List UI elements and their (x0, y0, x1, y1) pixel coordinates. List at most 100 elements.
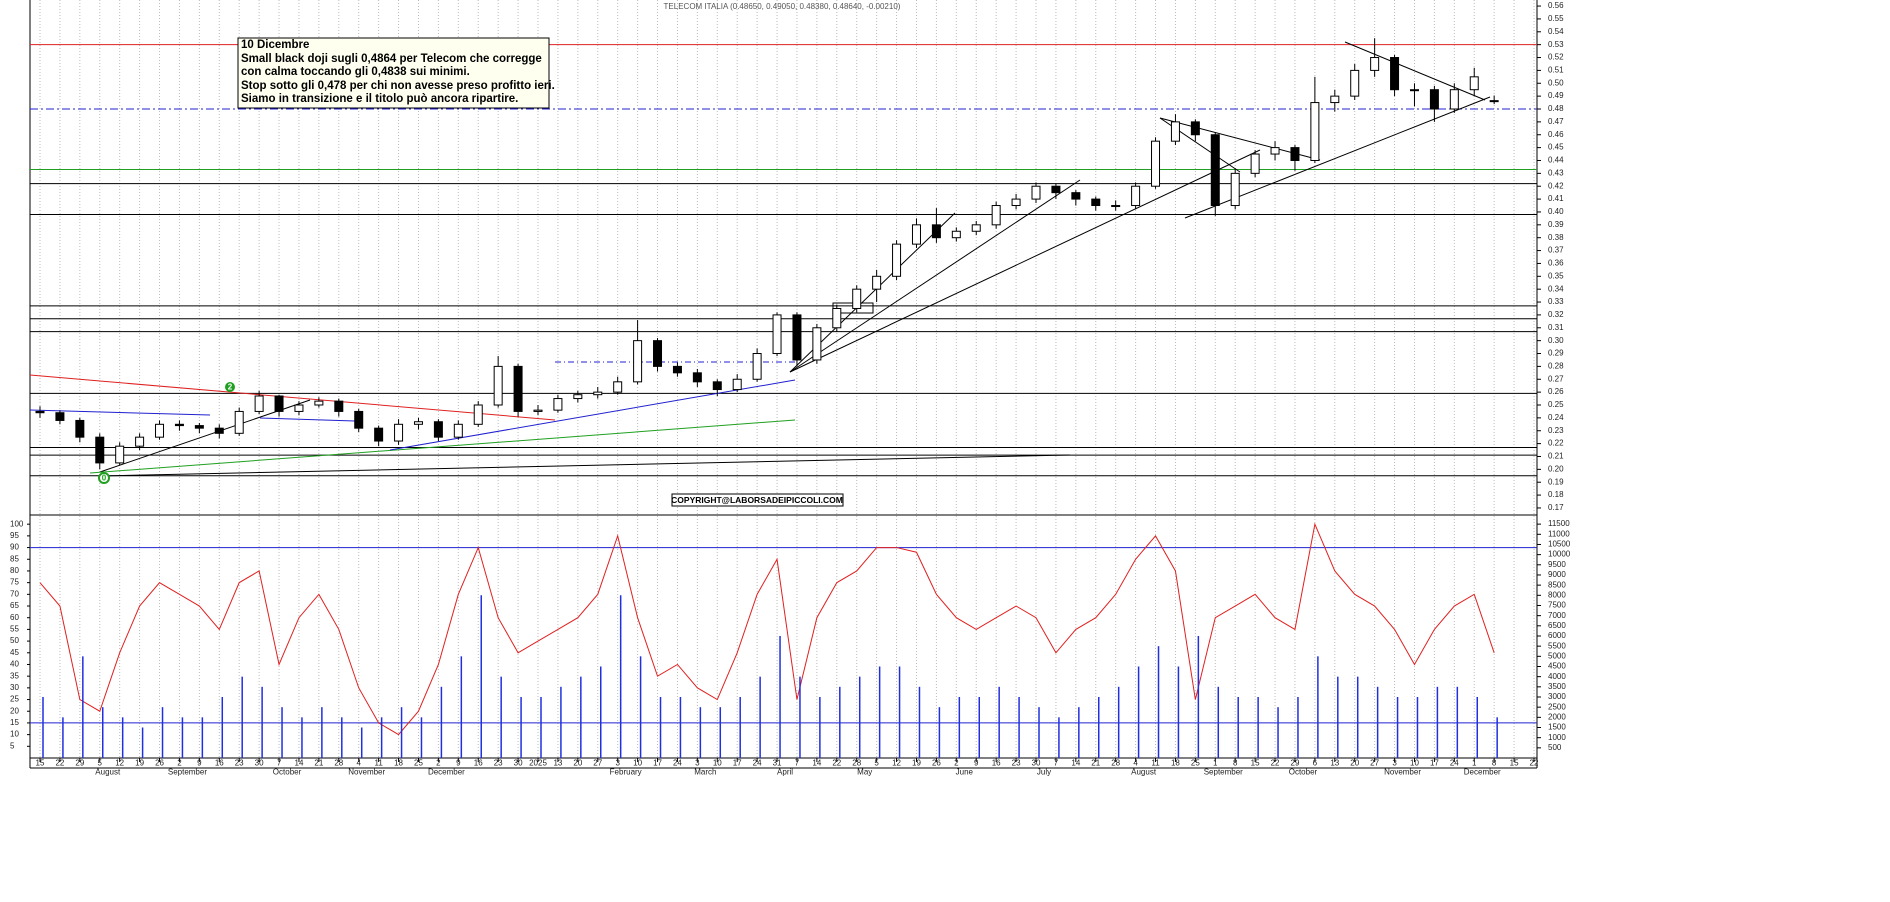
trendline (789, 149, 1261, 373)
candle-body (115, 445, 125, 464)
month-label: September (168, 768, 207, 777)
y-tick-label: 0.40 (1548, 207, 1564, 216)
y-tick-label: 0.39 (1548, 220, 1564, 229)
y-tick-label: 25 (10, 695, 19, 704)
y2-tick-label: 10500 (1548, 540, 1571, 549)
y2-tick-label: 9000 (1548, 570, 1566, 579)
y-tick-label: 0.43 (1548, 168, 1564, 177)
copyright: COPYRIGHT@LABORSADEIPICCOLI.COM (671, 495, 843, 505)
x-tick-label: 29 (1291, 759, 1300, 768)
x-tick-label: 24 (753, 759, 762, 768)
x-tick-label: 24 (1450, 759, 1459, 768)
x-tick-label: 30 (255, 759, 264, 768)
copyright-box (671, 493, 844, 507)
x-tick-label: 14 (812, 759, 821, 768)
x-tick-label: 9 (456, 759, 461, 768)
y-tick-label: 0.19 (1548, 477, 1564, 486)
x-tick-label: 22 (1271, 759, 1280, 768)
candle-body (493, 365, 503, 406)
candle-body (732, 378, 742, 391)
y-tick-label: 0.31 (1548, 323, 1564, 332)
oscillator-line (39, 522, 1495, 736)
y2-tick-label: 6000 (1548, 631, 1566, 640)
x-tick-label: 21 (1091, 759, 1100, 768)
candle-body (633, 340, 643, 383)
candle-body (1469, 76, 1479, 91)
y2-tick-label: 11000 (1548, 529, 1570, 538)
x-tick-label: 18 (1171, 759, 1180, 768)
y-tick-label: 30 (10, 683, 19, 692)
x-tick-label: 28 (334, 759, 343, 768)
x-tick-label: 26 (932, 759, 941, 768)
annotation-box (237, 37, 550, 109)
candle-body (1409, 89, 1419, 92)
x-tick-label: 14 (1071, 759, 1080, 768)
x-tick-label: 12 (892, 759, 901, 768)
month-label: March (694, 768, 716, 777)
y2-tick-label: 8000 (1548, 590, 1566, 599)
month-label: August (1131, 768, 1157, 777)
candle-body (334, 400, 344, 412)
x-tick-label: 12 (115, 759, 124, 768)
x-tick-label: 30 (514, 759, 523, 768)
trendline (1344, 41, 1486, 101)
candle-body (931, 224, 941, 239)
x-tick-label: 25 (414, 759, 423, 768)
wave-marker (225, 382, 235, 392)
x-tick-label: 27 (1370, 759, 1379, 768)
x-tick-label: 7 (1054, 759, 1059, 768)
candle-body (1190, 121, 1200, 136)
y-tick-label: 20 (10, 706, 19, 715)
candle-body (692, 372, 702, 383)
trendline (99, 454, 1071, 477)
x-tick-label: 4 (356, 759, 361, 768)
month-label: July (1037, 768, 1051, 777)
y-tick-label: 0.44 (1548, 156, 1564, 165)
x-tick-label: 31 (773, 759, 782, 768)
candle-body (453, 423, 463, 438)
candle-body (872, 275, 882, 290)
y2-tick-label: 8500 (1548, 580, 1566, 589)
candle-body (155, 423, 165, 438)
y-tick-label: 15 (10, 718, 19, 727)
month-label: October (273, 768, 302, 777)
y-tick-label: 0.46 (1548, 130, 1564, 139)
y-tick-label: 0.22 (1548, 439, 1564, 448)
x-tick-label: 20 (1350, 759, 1359, 768)
candle-body (1390, 57, 1400, 91)
annotation: 10 Dicembre (241, 39, 309, 51)
y-tick-label: 100 (10, 519, 24, 528)
y-tick-label: 0.30 (1548, 336, 1564, 345)
x-tick-label: 25 (1191, 759, 1200, 768)
wave-label: 2 (228, 383, 233, 392)
y-tick-label: 0.23 (1548, 426, 1564, 435)
x-tick-label: 13 (1330, 759, 1339, 768)
candle-body (573, 394, 583, 400)
candle-body (892, 243, 902, 277)
x-tick-label: 7 (795, 759, 800, 768)
trendline (789, 179, 1081, 373)
annotation: Small black doji sugli 0,4864 per Teleco… (241, 53, 542, 65)
candle-body (712, 381, 722, 391)
y-tick-label: 0.20 (1548, 464, 1564, 473)
candle-body (1230, 172, 1240, 207)
candle-body (653, 340, 663, 367)
month-label: September (1204, 768, 1243, 777)
y2-tick-label: 5000 (1548, 651, 1566, 660)
x-tick-label: 18 (394, 759, 403, 768)
candle-body (991, 205, 1001, 226)
month-label: April (777, 768, 793, 777)
y-tick-label: 0.28 (1548, 361, 1564, 370)
plot: 15 22 29 5 12 19 26 2 9 16 23 30 7 14 21 28 4 11 18 25 2 9 16 2… (10, 1, 1571, 776)
y-tick-label: 80 (10, 566, 19, 575)
y-tick-label: 85 (10, 554, 19, 563)
x-tick-label: 11 (374, 759, 383, 768)
x-tick-label: 1 (1472, 759, 1477, 768)
x-tick-label: 26 (155, 759, 164, 768)
y-tick-label: 0.50 (1548, 78, 1564, 87)
candle-body (1330, 95, 1340, 104)
x-tick-label: 14 (295, 759, 304, 768)
x-tick-label: 3 (1392, 759, 1397, 768)
y-tick-label: 0.55 (1548, 14, 1564, 23)
x-tick-label: 28 (1111, 759, 1120, 768)
